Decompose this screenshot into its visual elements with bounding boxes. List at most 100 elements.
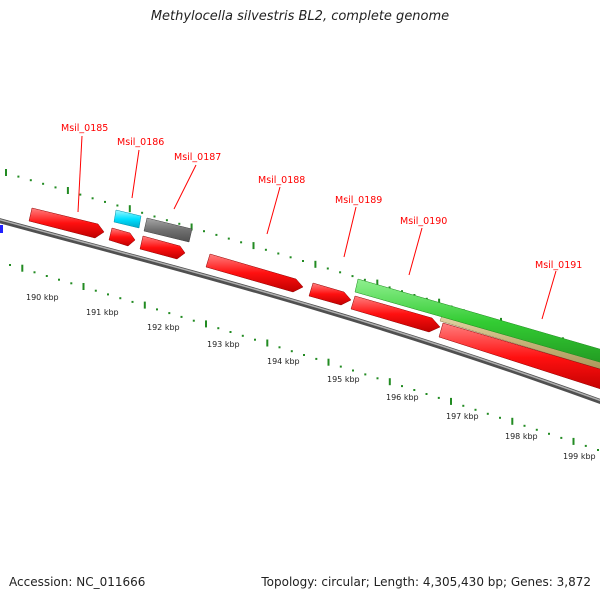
minor-tick <box>42 182 45 185</box>
genome-backbone-highlight <box>0 218 600 402</box>
scale-label: 194 kbp <box>267 357 300 366</box>
gene-arrow-msil-0186-lower[interactable] <box>108 227 136 247</box>
minor-tick <box>364 373 367 376</box>
minor-tick <box>388 286 391 289</box>
minor-tick <box>241 334 244 337</box>
gene-label-msil-0185[interactable]: Msil_0185 <box>61 123 108 213</box>
minor-tick <box>254 338 256 341</box>
gene-label-text: Msil_0190 <box>400 216 447 227</box>
minor-tick <box>315 357 318 360</box>
minor-tick <box>229 331 232 333</box>
minor-tick <box>548 432 550 435</box>
minor-tick <box>33 271 36 274</box>
minor-tick <box>474 408 477 411</box>
scale-tick-track <box>9 264 599 451</box>
scale-label: 192 kbp <box>147 323 180 332</box>
gene-green-bar[interactable] <box>354 278 600 365</box>
scale-label: 195 kbp <box>327 375 360 384</box>
minor-tick <box>94 289 97 292</box>
gene-label-msil-0186[interactable]: Msil_0186 <box>117 137 164 199</box>
gene-label-text: Msil_0189 <box>335 195 382 206</box>
minor-tick <box>351 275 354 278</box>
scale-label: 198 kbp <box>505 432 538 441</box>
gene-label-msil-0187[interactable]: Msil_0187 <box>173 152 221 210</box>
gene-label-text: Msil_0191 <box>535 260 582 271</box>
minor-tick <box>215 233 218 236</box>
gene-label-msil-0191[interactable]: Msil_0191 <box>535 260 582 320</box>
minor-tick <box>131 300 134 303</box>
minor-tick <box>107 293 109 296</box>
minor-tick <box>290 350 293 353</box>
genome-backbone <box>0 218 600 405</box>
minor-tick <box>119 297 122 300</box>
minor-tick <box>54 186 57 189</box>
scale-label: 199 kbp <box>563 452 596 461</box>
minor-tick <box>363 278 366 281</box>
scale-label: 193 kbp <box>207 340 240 349</box>
gene-label-text: Msil_0186 <box>117 137 164 148</box>
minor-tick <box>597 449 599 451</box>
minor-tick <box>168 312 171 315</box>
major-tick <box>438 298 441 306</box>
minor-tick <box>227 237 230 240</box>
minor-tick <box>326 267 329 270</box>
minor-tick <box>437 396 440 399</box>
gene-arrow-msil-0190[interactable] <box>350 295 441 333</box>
minor-tick <box>278 346 281 349</box>
gene-arrow-msil-0185[interactable] <box>28 207 105 239</box>
minor-tick <box>203 230 205 233</box>
minor-tick <box>560 436 563 439</box>
gene-arrow-msil-0191[interactable] <box>438 322 600 392</box>
accession-text: Accession: NC_011666 <box>9 575 146 589</box>
major-tick <box>327 358 330 366</box>
gene-label-text: Msil_0187 <box>174 152 221 163</box>
minor-tick <box>156 308 158 311</box>
map-title: Methylocella silvestris BL2, complete ge… <box>150 9 450 24</box>
major-tick <box>572 437 575 445</box>
minor-tick <box>499 416 501 419</box>
scale-label: 191 kbp <box>86 308 119 317</box>
gene-arrow-msil-0188[interactable] <box>205 253 304 293</box>
major-tick <box>82 283 85 290</box>
minor-tick <box>17 175 20 178</box>
major-tick <box>511 417 514 425</box>
major-tick <box>128 205 131 213</box>
scale-labels: 190 kbp 191 kbp 192 kbp 193 kbp 194 kbp … <box>26 293 596 461</box>
minor-tick <box>9 264 11 266</box>
minor-tick <box>352 369 354 372</box>
scale-label: 196 kbp <box>386 393 419 402</box>
minor-tick <box>70 282 73 285</box>
partial-feature-left[interactable] <box>0 225 3 233</box>
minor-tick <box>376 377 379 380</box>
major-tick <box>266 339 269 347</box>
gene-arrow-msil-0189[interactable] <box>308 282 352 306</box>
gene-label-msil-0188[interactable]: Msil_0188 <box>258 175 305 235</box>
minor-tick <box>339 271 342 274</box>
minor-tick <box>58 278 60 281</box>
minor-tick <box>584 444 587 447</box>
major-tick <box>5 169 7 176</box>
major-tick <box>205 320 207 328</box>
gene-arrow-msil-0186[interactable] <box>113 209 142 229</box>
minor-tick <box>180 315 183 318</box>
minor-tick <box>339 365 342 368</box>
minor-tick <box>486 412 489 415</box>
gene-label-text: Msil_0185 <box>61 123 108 134</box>
minor-tick <box>240 241 243 244</box>
minor-tick <box>141 211 144 214</box>
gene-arrow-msil-0187[interactable] <box>143 217 193 243</box>
minor-tick <box>535 428 538 431</box>
minor-tick <box>79 193 82 196</box>
major-tick <box>190 223 193 231</box>
gene-label-msil-0189[interactable]: Msil_0189 <box>335 195 382 258</box>
minor-tick <box>165 219 168 222</box>
minor-tick <box>45 275 48 277</box>
minor-tick <box>91 197 94 200</box>
major-tick <box>66 187 69 194</box>
gene-arrow-msil-0187-lower[interactable] <box>139 235 186 260</box>
major-tick <box>21 264 24 272</box>
minor-tick <box>303 354 305 356</box>
gene-label-msil-0190[interactable]: Msil_0190 <box>400 216 447 276</box>
major-tick <box>388 378 391 386</box>
